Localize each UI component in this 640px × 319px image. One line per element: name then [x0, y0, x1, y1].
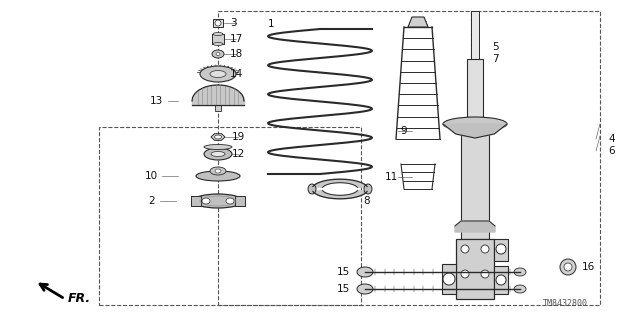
Polygon shape [443, 124, 507, 138]
Bar [494, 239, 508, 261]
Ellipse shape [210, 70, 226, 78]
Bar [471, 11, 479, 59]
Text: 15: 15 [337, 284, 350, 294]
Text: 4: 4 [608, 134, 614, 144]
Polygon shape [313, 179, 367, 187]
Text: 17: 17 [230, 34, 243, 44]
Text: 11: 11 [385, 172, 398, 182]
Ellipse shape [216, 53, 220, 56]
Text: 1: 1 [268, 19, 275, 29]
Text: 8: 8 [364, 196, 370, 206]
Text: 10: 10 [145, 171, 158, 181]
Bar [461, 119, 489, 239]
Polygon shape [211, 134, 225, 140]
Ellipse shape [213, 42, 223, 46]
Bar [218, 11, 600, 305]
Bar [212, 34, 224, 44]
Bar [215, 105, 221, 111]
Ellipse shape [514, 268, 526, 276]
Polygon shape [455, 221, 495, 232]
Text: 16: 16 [582, 262, 595, 272]
Bar [235, 196, 245, 206]
Ellipse shape [481, 245, 489, 253]
Ellipse shape [210, 167, 226, 175]
Ellipse shape [364, 184, 372, 194]
Bar [191, 196, 201, 206]
Ellipse shape [496, 275, 506, 285]
Text: 7: 7 [492, 54, 499, 64]
Bar [442, 264, 456, 294]
Ellipse shape [215, 169, 221, 173]
Ellipse shape [357, 267, 373, 277]
Ellipse shape [560, 259, 576, 275]
Text: 6: 6 [608, 146, 614, 156]
Bar [213, 19, 223, 27]
Ellipse shape [226, 198, 234, 204]
Text: 3: 3 [230, 18, 237, 28]
Ellipse shape [204, 148, 232, 160]
Ellipse shape [212, 50, 224, 58]
Ellipse shape [461, 245, 469, 253]
Ellipse shape [202, 198, 210, 204]
Ellipse shape [200, 66, 236, 82]
Ellipse shape [461, 270, 469, 278]
Bar [99, 127, 361, 305]
Ellipse shape [211, 152, 225, 157]
Ellipse shape [443, 117, 507, 131]
Text: FR.: FR. [68, 293, 91, 306]
Bar [456, 239, 494, 299]
Text: 9: 9 [401, 126, 407, 136]
Text: 18: 18 [230, 49, 243, 59]
Text: 14: 14 [230, 69, 243, 79]
Ellipse shape [564, 263, 572, 271]
Ellipse shape [496, 244, 506, 254]
Text: 19: 19 [232, 132, 245, 142]
Ellipse shape [215, 20, 221, 26]
Ellipse shape [443, 273, 455, 285]
Ellipse shape [196, 171, 240, 181]
Text: 15: 15 [337, 267, 350, 277]
Text: 12: 12 [232, 149, 245, 159]
Text: TM8432800: TM8432800 [543, 299, 588, 308]
Ellipse shape [514, 285, 526, 293]
Text: 13: 13 [150, 96, 163, 106]
Text: 2: 2 [148, 196, 155, 206]
Ellipse shape [204, 145, 232, 150]
Bar [494, 266, 508, 294]
Ellipse shape [213, 33, 223, 35]
Ellipse shape [481, 270, 489, 278]
Bar [467, 59, 483, 179]
Polygon shape [408, 17, 428, 27]
Ellipse shape [308, 184, 316, 194]
Ellipse shape [214, 135, 221, 139]
Ellipse shape [193, 194, 243, 208]
Text: 5: 5 [492, 42, 499, 52]
Polygon shape [313, 191, 367, 199]
Ellipse shape [357, 284, 373, 294]
